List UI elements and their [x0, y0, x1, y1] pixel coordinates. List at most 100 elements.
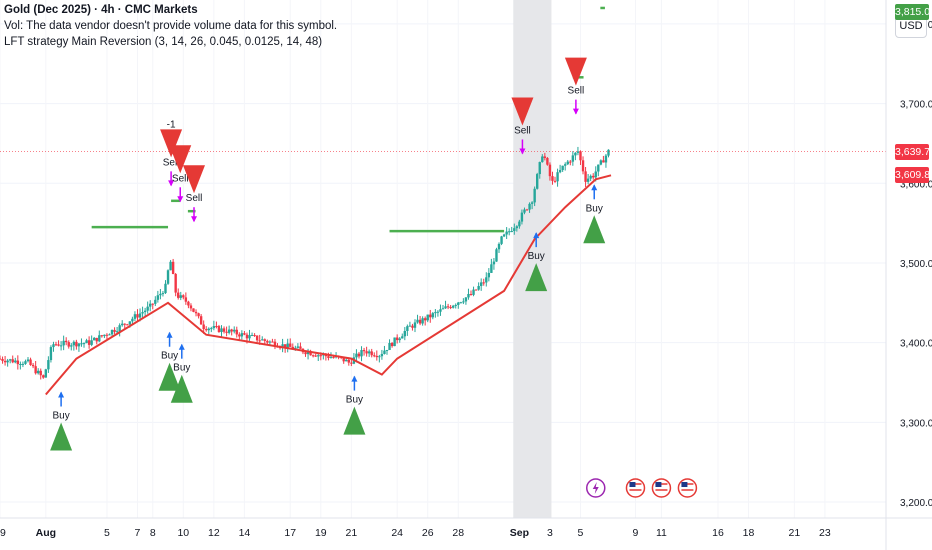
symbol-title[interactable]: Gold (Dec 2025) · 4h · CMC Markets	[4, 4, 198, 16]
candle-body	[273, 341, 277, 347]
candle-body	[408, 325, 412, 327]
x-axis: 29 Aug 5 78 10 12 14 17 19 21 24 26 28 Sep 3 5 9 11 16 18 21…	[0, 527, 831, 539]
candle-body	[64, 340, 68, 343]
candle-body	[543, 156, 547, 158]
candle-body	[436, 311, 440, 313]
candle-body	[31, 364, 35, 367]
candle-body	[429, 314, 432, 318]
candle-body	[238, 334, 241, 337]
candle-body	[319, 355, 322, 357]
buy-signal-marker	[583, 215, 606, 244]
candle-body	[332, 357, 335, 359]
candle-body	[95, 337, 98, 342]
candle-body	[347, 359, 350, 363]
candle-body	[474, 289, 478, 291]
candle-body	[561, 165, 564, 171]
candle-body	[0, 358, 2, 360]
y-tick-label: 3,200.00	[900, 498, 932, 509]
x-tick-label: 14	[239, 527, 251, 539]
candle-body	[207, 328, 210, 331]
candle-body	[70, 345, 73, 347]
candle-body	[357, 353, 361, 357]
volume-notice: Vol: The data vendor doesn't provide vol…	[4, 20, 338, 32]
candle-body	[154, 299, 157, 304]
candle-body	[306, 351, 310, 355]
candle-body	[464, 297, 468, 302]
candle-body	[266, 340, 269, 343]
buy-signal-label: Buy	[528, 251, 545, 262]
candle-body	[151, 303, 154, 305]
candle-body	[52, 344, 55, 348]
x-tick-label: 9	[633, 527, 639, 539]
candle-body	[263, 339, 266, 341]
sell-exit-arrowhead	[191, 216, 198, 223]
candle-body	[579, 151, 582, 161]
candle-body	[497, 243, 501, 250]
candle-body	[604, 155, 608, 163]
candle-body	[360, 350, 363, 357]
buy-signal-label: Buy	[173, 363, 190, 374]
candle-body	[283, 344, 287, 349]
candle-body	[602, 160, 605, 163]
candle-body	[592, 175, 595, 178]
candle-body	[462, 301, 465, 303]
candle-body	[54, 344, 58, 346]
buy-entry-arrowhead	[591, 184, 598, 191]
candle-body	[192, 308, 195, 312]
price-label-top: 3,815.09	[895, 3, 932, 20]
buy-signal-label: Buy	[52, 411, 69, 422]
candle-body	[24, 361, 27, 364]
sell-signal-marker	[169, 145, 192, 174]
y-tick-label: 3,400.00	[900, 339, 932, 350]
candle-body	[184, 297, 188, 302]
x-tick-label: 5	[578, 527, 584, 539]
candle-body	[156, 295, 160, 300]
buy-entry-arrowhead	[58, 391, 65, 398]
candle-body	[205, 329, 208, 331]
buy-entry-arrowhead	[533, 232, 540, 239]
candle-body	[6, 360, 9, 363]
candle-body	[100, 335, 104, 337]
candle-body	[533, 188, 536, 203]
candle-body	[268, 341, 272, 343]
candle-body	[367, 351, 371, 354]
candle-body	[505, 231, 508, 235]
economic-events	[586, 478, 698, 498]
candle-body	[558, 170, 562, 173]
candle-body	[314, 355, 317, 357]
candle-body	[329, 357, 333, 359]
candle-body	[472, 289, 475, 295]
candle-body	[281, 344, 284, 348]
candle-body	[189, 305, 193, 309]
buy-signal-marker	[50, 422, 73, 451]
candle-body	[108, 334, 111, 336]
candle-body	[93, 337, 96, 341]
candle-body	[286, 343, 289, 349]
candle-body	[434, 312, 437, 314]
y-tick-label: 3,600.00	[900, 179, 932, 190]
candle-body	[459, 302, 463, 304]
candle-body	[1, 359, 4, 361]
candle-body	[82, 343, 86, 345]
candle-body	[528, 203, 531, 210]
candle-body	[507, 231, 511, 233]
candle-body	[230, 329, 233, 332]
x-tick-label: 17	[284, 527, 296, 539]
indicator-name[interactable]: LFT strategy Main Reversion (3, 14, 26, …	[4, 36, 323, 48]
candle-body	[19, 364, 22, 366]
buy-signal-label: Buy	[586, 203, 603, 214]
candle-body	[77, 343, 81, 347]
candle-body	[390, 342, 394, 347]
candle-body	[146, 306, 149, 311]
us-flag-icon-canton	[681, 482, 688, 487]
sell-signal-marker	[183, 165, 206, 194]
candle-body	[571, 155, 575, 162]
candle-body	[177, 292, 180, 298]
sell-signal-label: Sell	[568, 86, 585, 97]
candle-body	[105, 334, 109, 336]
sell-signal-label: Sell	[172, 173, 189, 184]
candle-body	[541, 156, 544, 163]
candle-body	[49, 347, 53, 361]
